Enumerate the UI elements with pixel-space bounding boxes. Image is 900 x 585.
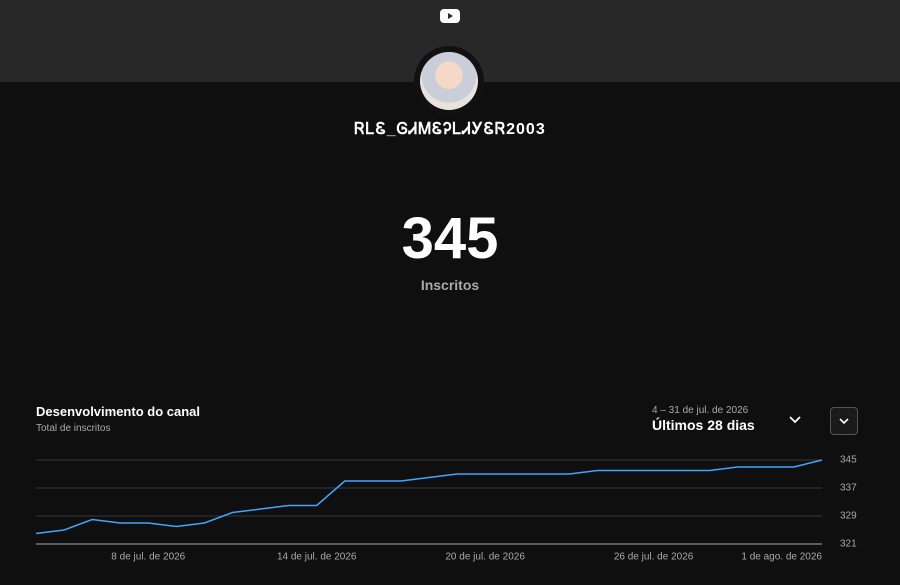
avatar[interactable]	[414, 46, 484, 116]
y-tick-label: 321	[840, 539, 857, 550]
subscriber-label: Inscritos	[420, 277, 480, 293]
x-tick-label: 26 de jul. de 2026	[614, 552, 694, 563]
subscriber-count: 345	[401, 206, 499, 271]
period-select[interactable]: Últimos 28 dias	[652, 417, 755, 433]
y-tick-label: 337	[840, 483, 857, 494]
x-tick-label: 14 de jul. de 2026	[277, 552, 357, 563]
date-range: 4 – 31 de jul. de 2026	[652, 405, 749, 416]
y-tick-label: 329	[840, 511, 857, 522]
chart: 321 329 337 345 8 de jul. de 2026 14 de jul. …	[35, 455, 857, 563]
x-tick-label: 20 de jul. de 2026	[445, 552, 525, 563]
line	[35, 459, 823, 535]
y-tick-label: 345	[840, 455, 857, 466]
youtube-logo[interactable]	[440, 9, 460, 23]
x-tick-label: 8 de jul. de 2026	[111, 552, 185, 563]
chart-subtitle: Total de inscritos	[36, 423, 111, 434]
period-chevron[interactable]	[788, 413, 802, 427]
x-tick-label: 1 de ago. de 2026	[741, 552, 822, 563]
channel-name: ᏒᏞᏋ_ᎶᏗᎷᏋᎮᏞᏗᎩᏋᏒ2003	[354, 121, 546, 138]
expand-button[interactable]	[830, 407, 858, 435]
chart-title: Desenvolvimento do canal	[36, 404, 200, 419]
